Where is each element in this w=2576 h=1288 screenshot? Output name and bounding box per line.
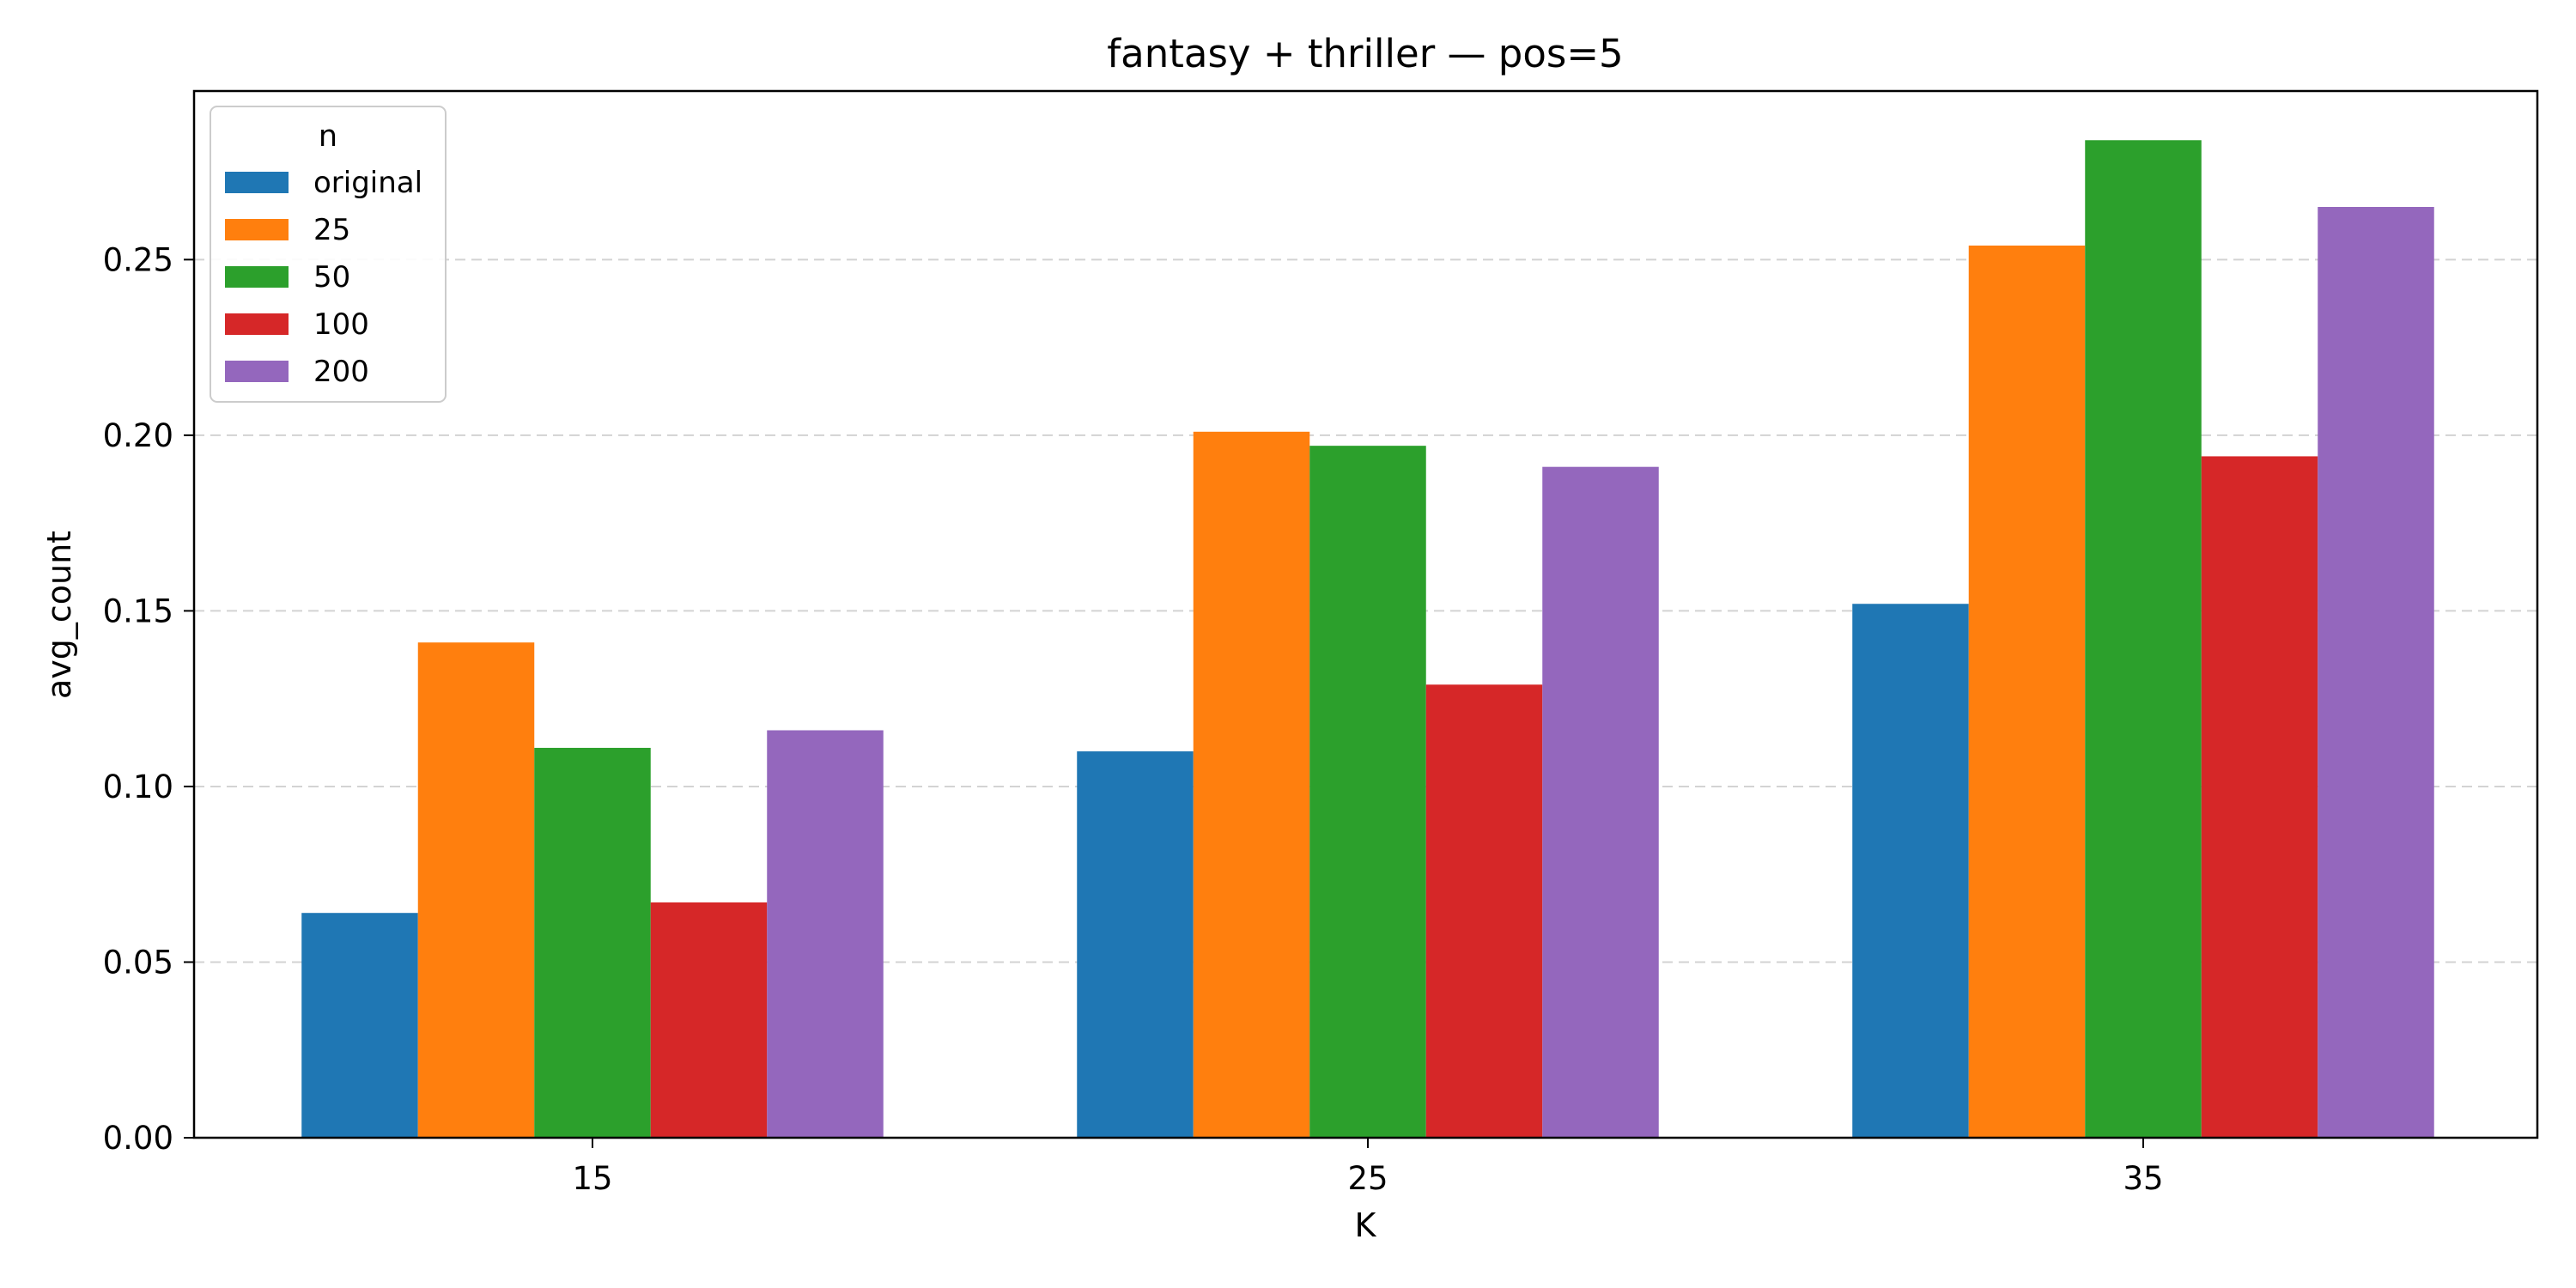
y-axis: 0.00 0.05 0.10 0.15 0.20 0.25 bbox=[103, 241, 194, 1157]
legend-title: n bbox=[319, 119, 337, 154]
y-axis-label: avg_count bbox=[40, 531, 78, 699]
bar bbox=[301, 913, 418, 1138]
legend-label: 200 bbox=[313, 355, 369, 389]
legend: n original 25 50 100 200 bbox=[210, 106, 447, 403]
x-tick-label: 25 bbox=[1347, 1160, 1388, 1197]
bar bbox=[534, 747, 651, 1138]
legend-swatch bbox=[225, 219, 289, 240]
legend-label: 50 bbox=[313, 260, 350, 295]
y-tick-label: 0.10 bbox=[103, 769, 173, 805]
bar bbox=[2085, 140, 2202, 1139]
y-tick-label: 0.25 bbox=[103, 241, 173, 278]
y-tick-label: 0.05 bbox=[103, 944, 173, 981]
bars bbox=[301, 140, 2434, 1139]
legend-swatch bbox=[225, 266, 289, 288]
x-axis: 15 25 35 bbox=[572, 1138, 2164, 1197]
bar bbox=[1077, 751, 1194, 1138]
legend-swatch bbox=[225, 313, 289, 335]
legend-label: original bbox=[313, 166, 422, 200]
y-tick-label: 0.00 bbox=[103, 1120, 173, 1157]
bar bbox=[650, 902, 768, 1138]
bar bbox=[2201, 456, 2318, 1138]
bar bbox=[1309, 446, 1426, 1138]
legend-swatch bbox=[225, 172, 289, 193]
bar bbox=[1425, 684, 1543, 1138]
legend-label: 100 bbox=[313, 307, 369, 342]
bar bbox=[767, 730, 884, 1138]
legend-swatch bbox=[225, 361, 289, 382]
y-tick-label: 0.20 bbox=[103, 417, 173, 454]
bar bbox=[417, 642, 535, 1138]
bar bbox=[1852, 604, 1969, 1138]
x-axis-label: K bbox=[1355, 1206, 1377, 1244]
bar bbox=[1968, 245, 2086, 1138]
y-tick-label: 0.15 bbox=[103, 592, 173, 629]
bar bbox=[1193, 431, 1310, 1139]
bar bbox=[1542, 466, 1659, 1138]
x-tick-label: 35 bbox=[2123, 1160, 2163, 1197]
chart-title: fantasy + thriller — pos=5 bbox=[1107, 31, 1623, 76]
legend-label: 25 bbox=[313, 213, 350, 247]
legend-items: original 25 50 100 200 bbox=[225, 166, 422, 389]
plot-frame bbox=[192, 89, 2539, 1139]
bar bbox=[2318, 206, 2434, 1138]
x-tick-label: 15 bbox=[572, 1160, 612, 1197]
